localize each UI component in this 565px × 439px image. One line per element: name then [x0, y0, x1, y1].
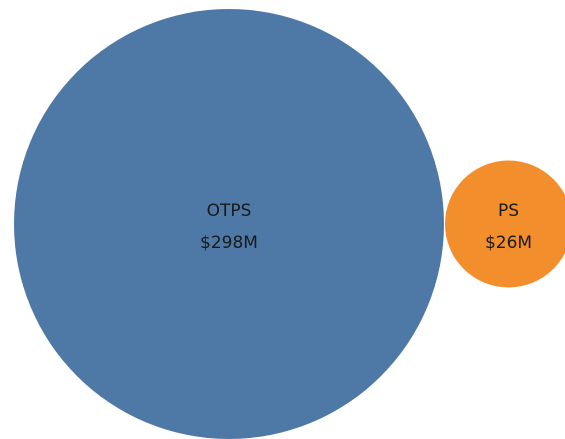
bubble-value-label: $298M — [200, 233, 258, 253]
bubble-name: OTPS — [207, 201, 252, 221]
bubble — [14, 9, 444, 439]
bubble — [445, 160, 565, 288]
bubble-name: PS — [498, 201, 519, 221]
bubble-value-label: $26M — [485, 233, 532, 253]
